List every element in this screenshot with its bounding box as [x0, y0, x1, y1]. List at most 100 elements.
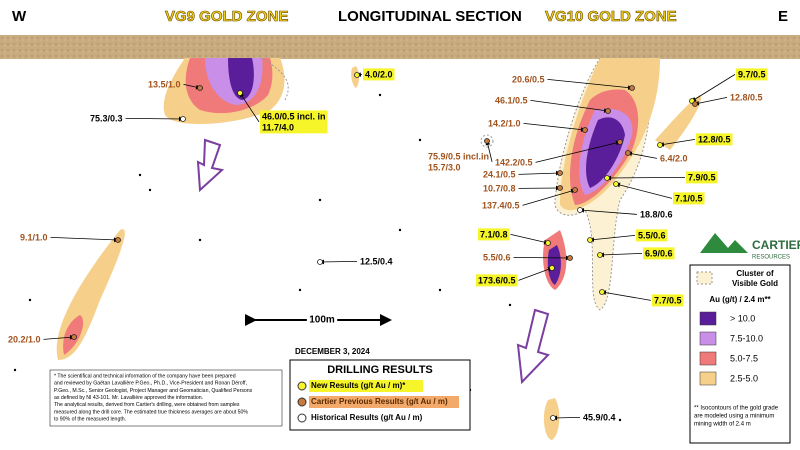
intercept: 12.8/0.5: [692, 92, 763, 107]
vg9-title: VG9 GOLD ZONE: [165, 8, 288, 25]
intercept-label: 5.5/0.6: [483, 252, 511, 262]
leader-arrow: [627, 151, 658, 159]
drill-hole: [604, 175, 610, 181]
intercept-label: 11.7/4.0: [262, 122, 294, 132]
intercept: 13.5/1.0: [148, 79, 203, 91]
leader-arrow: [530, 99, 609, 113]
drill-hole: [115, 237, 121, 243]
vg10-title: VG10 GOLD ZONE: [545, 8, 677, 25]
intercept: 5.5/0.6: [587, 229, 668, 243]
drill-hole: [613, 181, 619, 187]
leader-arrow: [694, 96, 728, 106]
intercept-label: 9.1/1.0: [20, 232, 48, 242]
intercept-label: 75.3/0.3: [90, 113, 123, 123]
intercept: 142.2/0.5: [495, 139, 623, 167]
label-highlight: [363, 68, 395, 81]
intercept-label: 12.8/0.5: [698, 134, 731, 144]
intercept: 173.6/0.5: [476, 265, 555, 287]
drill-hole: [629, 85, 635, 91]
legend-classes: > 10.0 7.5-10.0 5.0-7.5 2.5-5.0: [699, 311, 763, 386]
intercept: 10.7/0.8: [483, 183, 563, 193]
cluster-symbol: [696, 271, 713, 285]
intercept-label: 13.5/1.0: [148, 79, 181, 89]
intercept: 75.3/0.3: [90, 113, 186, 123]
intercept: 20.2/1.0: [8, 334, 77, 344]
scale-bar: 100m: [245, 312, 392, 329]
intercept: 6.9/0.6: [597, 247, 675, 260]
overburden: [0, 35, 800, 59]
drill-hole: [549, 265, 555, 271]
scale-label: 100m: [309, 315, 335, 326]
drill-hole: [545, 240, 551, 246]
intercept-label: 142.2/0.5: [495, 157, 533, 167]
new-symbol: [297, 381, 307, 391]
notes-box: [49, 369, 283, 427]
intercept-label: 18.8/0.6: [640, 209, 673, 219]
label-highlight: [652, 294, 684, 307]
leader-arrow: [510, 233, 549, 245]
drill-hole: [625, 150, 631, 156]
drill-hole: [484, 138, 490, 144]
historical-legend: Historical Results (g/t Au / m): [311, 413, 423, 422]
intercept: 7.9/0.5: [604, 171, 718, 184]
note-line: as defined by NI 43-101. Mr. Lavallière …: [54, 395, 203, 401]
intercept-label: 12.5/0.4: [360, 256, 393, 266]
intercept-label: 4.0/2.0: [365, 69, 393, 79]
note-line: measured along the drill core. The estim…: [54, 409, 248, 415]
note-line: and reviewed by Gaëtan Lavallière P.Geo.…: [54, 381, 247, 387]
label-highlight: [478, 228, 510, 241]
intercept: 46.1/0.5: [495, 95, 611, 114]
intercept-label: 5.5/0.6: [638, 230, 666, 240]
intercept-label: 20.2/1.0: [8, 334, 41, 344]
leader-arrow: [691, 74, 736, 102]
intercept-label: 24.1/0.5: [483, 169, 516, 179]
intercept-label: 7.1/0.8: [480, 229, 508, 239]
drill-hole: [354, 72, 360, 78]
logo-sub: RESOURCES: [752, 255, 790, 261]
leader-arrow: [523, 122, 586, 132]
drill-hole: [572, 187, 578, 193]
leader-arrow: [535, 140, 621, 163]
results-title: DRILLING RESULTS: [327, 364, 433, 376]
intercept-label: 12.8/0.5: [730, 92, 763, 102]
iso-note: ** Isocontours of the gold grade are mode…: [694, 406, 779, 428]
intercept-label: 15.7/3.0: [428, 162, 461, 172]
intercept: 137.4/0.5: [482, 187, 578, 210]
west-label: W: [12, 8, 27, 25]
drill-hole: [237, 90, 243, 96]
historical-symbol: [297, 413, 307, 423]
intercept-label: 46.0/0.5 incl. in: [262, 111, 326, 121]
label-highlight: [736, 68, 768, 81]
drill-hole: [692, 101, 698, 107]
drill-hole: [582, 127, 588, 133]
drill-hole: [597, 252, 603, 258]
plunge-arrow: [196, 138, 225, 193]
intercept-label: 46.1/0.5: [495, 95, 528, 105]
intercept-label: 7.1/0.5: [675, 193, 703, 203]
legend-swatch: [699, 331, 717, 346]
leader-arrow: [599, 252, 643, 258]
label-highlight: [260, 110, 328, 134]
leader-arrow: [522, 188, 576, 206]
intercept: 7.1/0.5: [613, 181, 705, 205]
leader-arrow: [579, 207, 638, 215]
leader-arrow: [319, 259, 358, 265]
intercept: 18.8/0.6: [577, 207, 673, 219]
intercept: 12.8/0.5: [657, 133, 733, 148]
leader-arrow: [615, 182, 673, 199]
drill-hole: [657, 142, 663, 148]
intercept-label: 7.7/0.5: [654, 295, 682, 305]
intercept: 45.9/0.4: [550, 412, 616, 422]
intercept: 20.6/0.5: [512, 74, 635, 91]
leader-arrow: [485, 140, 493, 162]
intercept: 5.5/0.6: [483, 252, 573, 262]
drill-hole: [557, 170, 563, 176]
note-line: to 90% of the measured length.: [54, 417, 126, 423]
intercept-label: 20.6/0.5: [512, 74, 545, 84]
section-title: LONGITUDINAL SECTION: [338, 8, 522, 25]
leader-arrow: [125, 116, 184, 122]
intercept: 12.5/0.4: [317, 256, 393, 266]
